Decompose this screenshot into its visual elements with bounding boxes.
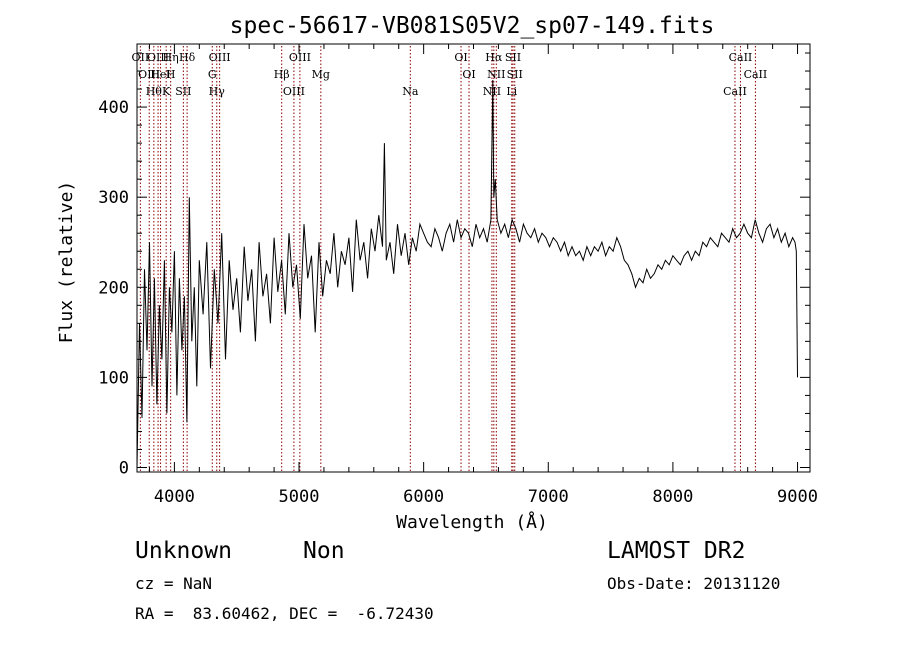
spectral-line-label: SII [175, 85, 191, 98]
axis-tick-labels: 4000 5000 6000 7000 8000 9000 0 100 200 300 400 [98, 98, 818, 507]
spectral-line-label: Hβ [274, 68, 290, 81]
spectral-line-label: Hα [485, 51, 503, 64]
spectral-line-markers [139, 46, 756, 472]
spectral-line-label: OII [132, 51, 150, 64]
spectral-line-label: G [208, 68, 217, 81]
plot-frame [136, 43, 811, 473]
object-class: Unknown [135, 538, 232, 564]
survey-name: LAMOST DR2 [607, 538, 746, 564]
x-tick-label: 6000 [403, 487, 444, 507]
observation-date: Obs-Date: 20131120 [607, 574, 781, 593]
y-tick-label: 300 [98, 188, 129, 208]
spectral-line-label: OI [462, 68, 475, 81]
spectral-line-label: Hδ [179, 51, 196, 64]
spectrum-series-line [136, 79, 798, 468]
spectral-line-label: CaII [729, 51, 753, 64]
y-tick-label: 0 [119, 458, 129, 478]
x-tick-label: 8000 [652, 487, 693, 507]
y-tick-label: 400 [98, 98, 129, 118]
x-axis-label: Wavelength (Å) [396, 511, 548, 533]
chart-title: spec-56617-VB081S05V2_sp07-149.fits [230, 13, 715, 39]
spectral-line-label: NII [483, 85, 501, 98]
spectral-line-label: NII [487, 68, 505, 81]
spectral-line-label: Mg [312, 68, 330, 81]
x-tick-label: 7000 [528, 487, 569, 507]
spectral-line-label: OIII [138, 68, 160, 81]
spectral-line-label: CaII [744, 68, 768, 81]
spectral-line-labels: OIIOIIIHθOIIIHeIKHηHSIIHδGHγOIIIHβOIIIOI… [132, 51, 768, 98]
spectral-line-label: CaII [723, 85, 747, 98]
x-tick-label: 4000 [154, 487, 195, 507]
spectral-line-label: Na [402, 85, 419, 98]
spectral-line-label: Hη [163, 51, 179, 64]
spectral-line-label: HeI [150, 68, 170, 81]
spectral-line-label: H [166, 68, 176, 81]
spectral-line-label: OI [454, 51, 467, 64]
spectral-line-label: OIII [147, 51, 169, 64]
spectral-line-label: OIII [209, 51, 231, 64]
x-tick-label: 5000 [279, 487, 320, 507]
spectral-line-label: Li [506, 85, 517, 98]
y-tick-label: 100 [98, 368, 129, 388]
spectral-line-label: SII [505, 51, 521, 64]
x-tick-label: 9000 [777, 487, 818, 507]
spectral-line-label: OIII [283, 85, 305, 98]
object-subclass: Non [303, 538, 345, 564]
spectral-line-label: K [162, 85, 171, 98]
axis-ticks [137, 44, 810, 472]
spectral-line-label: SII [507, 68, 523, 81]
spectral-line-label: Hθ [146, 85, 163, 98]
coordinates: RA = 83.60462, DEC = -6.72430 [135, 604, 434, 623]
y-tick-label: 200 [98, 278, 129, 298]
redshift-cz: cz = NaN [135, 574, 213, 593]
spectral-line-label: OIII [289, 51, 311, 64]
y-axis-label: Flux (relative) [56, 181, 77, 344]
spectral-line-label: Hγ [209, 85, 226, 98]
